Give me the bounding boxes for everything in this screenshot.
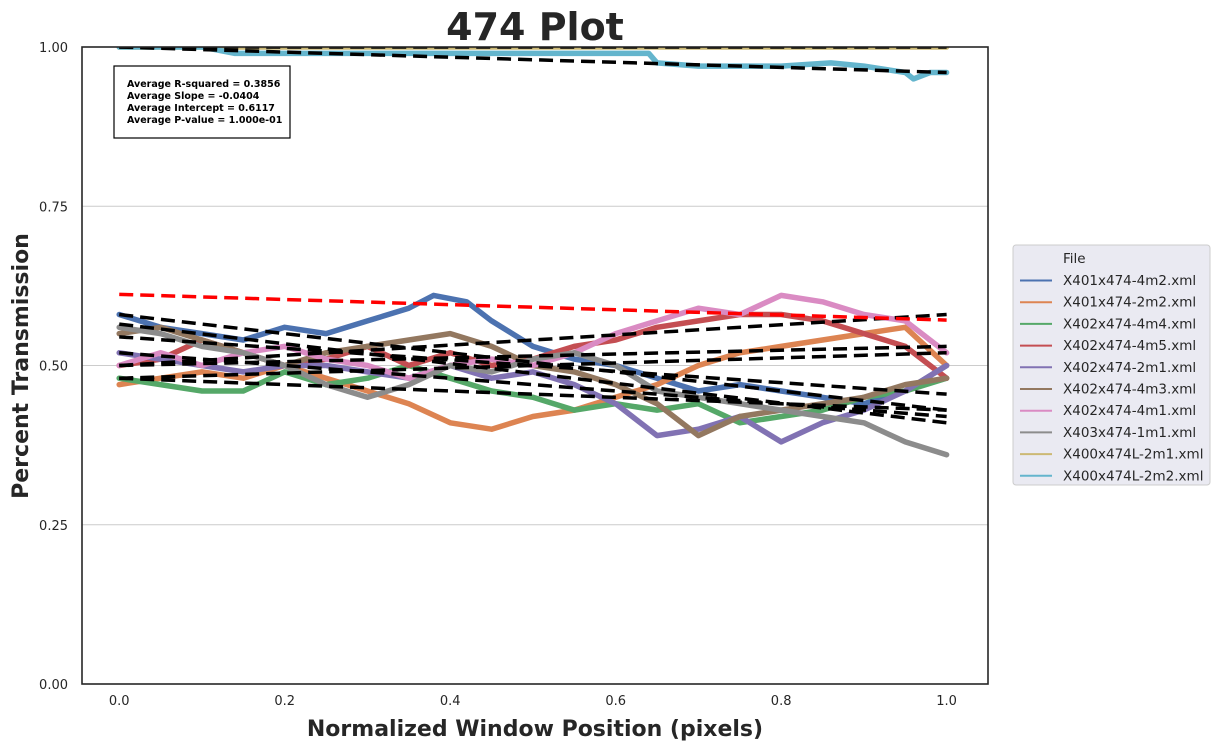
y-axis-label: Percent Transmission — [9, 233, 34, 499]
y-axis-ticks: 0.00 0.25 0.50 0.75 1.00 — [39, 41, 68, 693]
fit-line-7 — [119, 312, 947, 368]
plot-frame — [81, 46, 989, 685]
fit-lines — [119, 47, 947, 425]
x-tick-label: 0.8 — [771, 694, 792, 709]
fit-line-5 — [119, 351, 947, 419]
x-tick-label: 1.0 — [936, 694, 957, 709]
legend-entry-3: X402x474-4m4.xml — [1063, 316, 1196, 332]
y-tick-label: 0.25 — [39, 519, 68, 534]
legend-entry-8: X403x474-1m1.xml — [1063, 425, 1196, 441]
legend-entry-2: X401x474-2m2.xml — [1063, 295, 1196, 311]
legend-entry-7: X402x474-4m1.xml — [1063, 403, 1196, 419]
x-tick-label: 0.2 — [274, 694, 295, 709]
fit-line-8 — [119, 322, 947, 425]
legend: File X401x474-4m2.xml X401x474-2m2.xml X40… — [1012, 244, 1211, 486]
series-line-5 — [116, 350, 950, 445]
fit-line-6 — [119, 335, 947, 396]
legend-entry-9: X400x474L-2m1.xml — [1063, 447, 1203, 463]
fit-line-3 — [119, 376, 947, 412]
stats-p-value: Average P-value = 1.000e-01 — [127, 115, 282, 126]
fit-line-1 — [119, 312, 947, 412]
fit-line-10 — [119, 47, 947, 75]
average-fit-line — [119, 292, 947, 322]
series-line-7 — [116, 292, 950, 381]
legend-entry-10: X400x474L-2m2.xml — [1063, 468, 1203, 484]
x-axis-ticks: 0.0 0.2 0.4 0.6 0.8 1.0 — [109, 694, 957, 709]
y-tick-label: 0.75 — [39, 200, 68, 215]
series-line-1 — [116, 292, 950, 407]
y-tick-label: 0.00 — [39, 678, 68, 693]
fit-line-2 — [119, 351, 947, 380]
legend-entry-5: X402x474-2m1.xml — [1063, 360, 1196, 376]
chart-title: 474 Plot — [446, 5, 624, 49]
legend-entry-4: X402x474-4m5.xml — [1063, 338, 1196, 354]
y-tick-label: 0.50 — [39, 360, 68, 375]
stats-slope: Average Slope = -0.0404 — [127, 91, 260, 102]
legend-entry-1: X401x474-4m2.xml — [1063, 273, 1196, 289]
legend-frame — [1012, 244, 1211, 486]
legend-title: File — [1063, 251, 1086, 267]
stats-r-squared: Average R-squared = 0.3856 — [127, 79, 281, 90]
x-tick-label: 0.6 — [605, 694, 626, 709]
y-tick-label: 1.00 — [39, 41, 68, 56]
x-axis-label: Normalized Window Position (pixels) — [307, 717, 763, 742]
legend-entry-6: X402x474-4m3.xml — [1063, 382, 1196, 398]
x-tick-label: 0.4 — [440, 694, 461, 709]
stats-box-frame — [113, 65, 291, 139]
stats-box: Average R-squared = 0.3856 Average Slope… — [113, 65, 291, 139]
stats-intercept: Average Intercept = 0.6117 — [127, 103, 275, 114]
x-tick-label: 0.0 — [109, 694, 130, 709]
